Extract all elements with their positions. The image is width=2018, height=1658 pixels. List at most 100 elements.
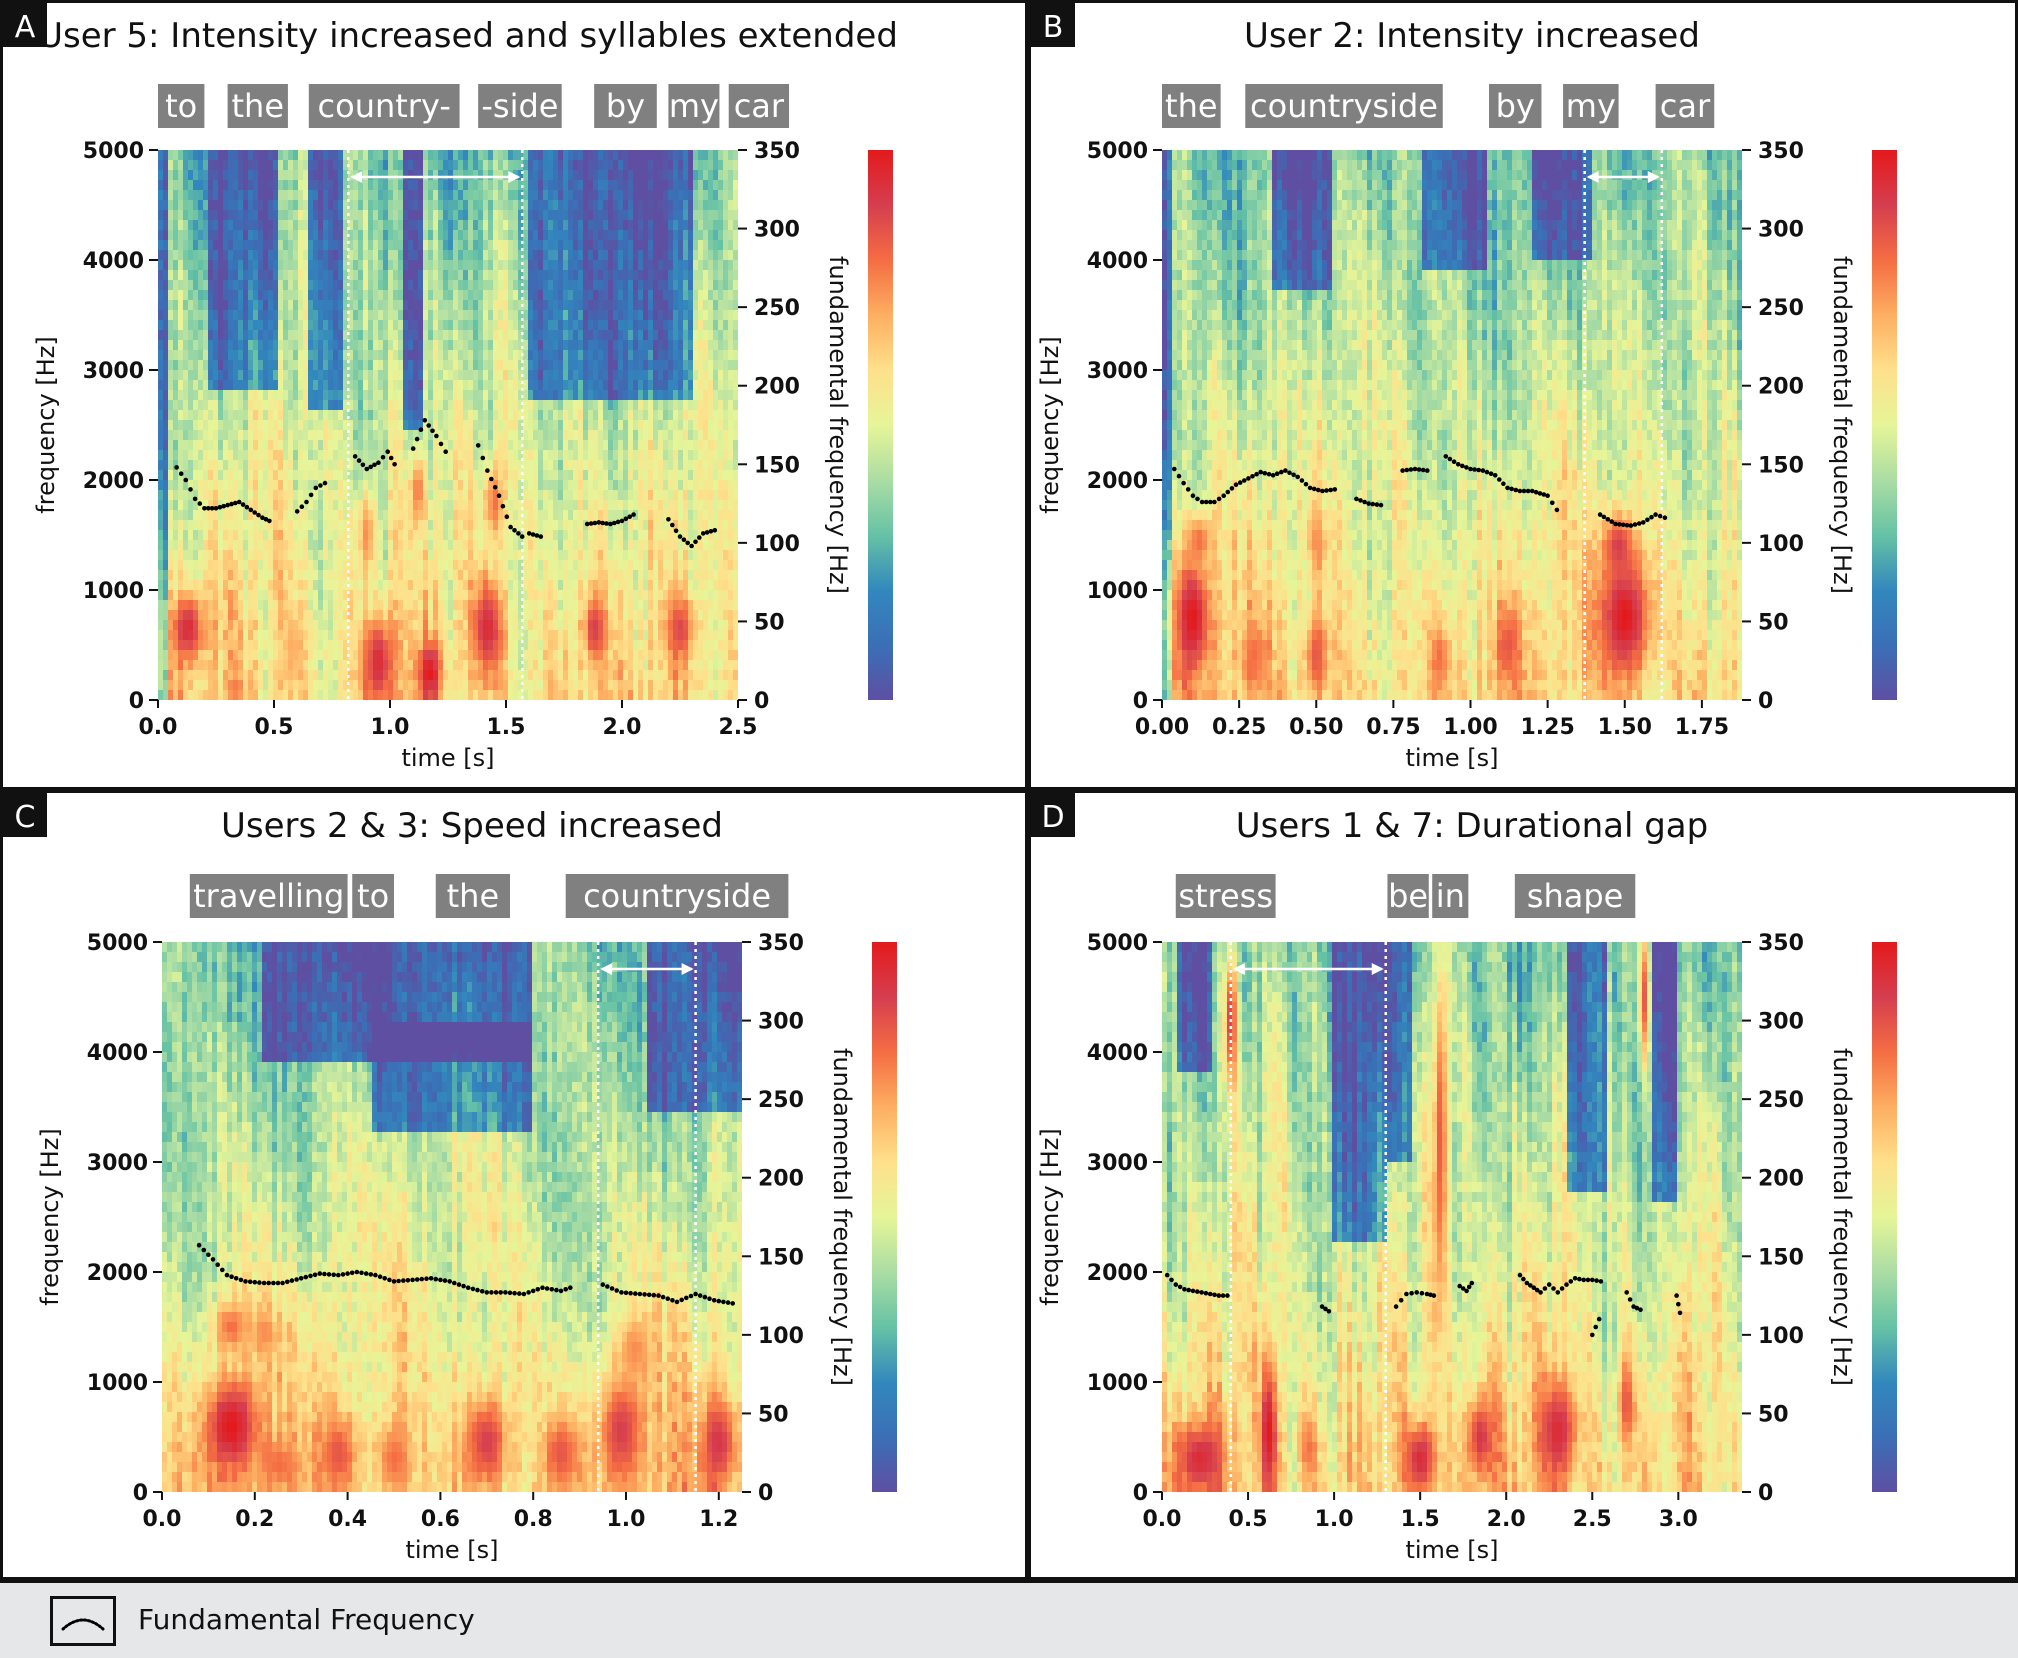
f0-point (299, 504, 305, 510)
word-label: country- (318, 87, 451, 125)
f0-point (401, 1278, 406, 1283)
panel-a: A User 5: Intensity increased and syllabl… (0, 0, 1028, 790)
word-box (728, 84, 790, 128)
word-label: to (357, 877, 389, 915)
f0-point (1638, 1307, 1643, 1312)
x-axis-label: time [s] (1405, 1536, 1498, 1564)
f0-point (1419, 1290, 1425, 1296)
f0-point (1328, 487, 1333, 493)
f0-point (1554, 507, 1560, 513)
f0-point (1676, 1301, 1681, 1307)
y2-tick-label: 100 (1758, 532, 1804, 557)
f0-point (1451, 459, 1457, 465)
f0-point (1653, 512, 1658, 517)
x-tick-label: 0.5 (255, 715, 294, 740)
f0-point (1572, 1276, 1578, 1281)
f0-point (633, 1291, 638, 1296)
y-axis-label: frequency [Hz] (36, 1128, 64, 1305)
f0-point (405, 1278, 411, 1283)
f0-point (693, 539, 698, 545)
panel-border (0, 0, 1028, 790)
f0-point (1404, 1291, 1409, 1297)
f0-point (225, 502, 230, 508)
word-label: in (1436, 877, 1465, 915)
f0-point (349, 1270, 355, 1276)
y2-tick-label: 200 (758, 1167, 804, 1192)
y2-tick-label: 200 (1758, 1167, 1804, 1192)
f0-point (693, 1291, 698, 1297)
word-box (1563, 84, 1619, 128)
f0-point (447, 1279, 453, 1284)
x-tick-label: 0.5 (1229, 1507, 1268, 1532)
f0-point (1229, 486, 1235, 491)
f0-point (1414, 1290, 1419, 1295)
f0-point (220, 1267, 225, 1273)
f0-point (1593, 1324, 1598, 1330)
f0-point (496, 493, 502, 499)
word-box (158, 84, 205, 128)
word-label: by (1496, 87, 1535, 125)
y2-tick-label: 100 (1758, 1324, 1804, 1349)
f0-point (1509, 486, 1514, 492)
f0-point (1246, 476, 1251, 481)
f0-point (368, 1272, 374, 1277)
f0-point (615, 519, 621, 525)
y2-axis-label: fundamental frequency [Hz] (1828, 1048, 1856, 1386)
highlight-interval (346, 150, 524, 700)
f0-point (1634, 1305, 1640, 1311)
f0-point (373, 1272, 378, 1278)
f0-point (331, 1272, 337, 1278)
f0-point (1169, 1277, 1174, 1283)
y-tick-label: 0 (133, 1481, 148, 1506)
f0-point (712, 528, 718, 533)
f0-point (708, 529, 714, 534)
f0-point (1528, 1283, 1533, 1288)
f0-point (275, 1280, 281, 1286)
x-tick-label: 1.50 (1598, 715, 1652, 740)
word-box (1162, 84, 1221, 128)
word-label: countryside (583, 877, 771, 915)
f0-point (1208, 499, 1213, 505)
f0-point (1190, 1288, 1196, 1294)
y2-axis-label: fundamental frequency [Hz] (824, 256, 852, 594)
f0-point (196, 1243, 202, 1248)
f0-point (1617, 522, 1622, 527)
y2-tick-label: 250 (1758, 296, 1804, 321)
f0-point (1274, 471, 1280, 477)
f0-point (1237, 480, 1243, 485)
f0-point (637, 1291, 643, 1297)
f0-point (623, 1290, 629, 1296)
f0-point (1550, 500, 1555, 506)
f0-point (1177, 1284, 1183, 1290)
word-box (435, 874, 510, 918)
f0-point (385, 449, 391, 455)
spectrogram (162, 942, 742, 1492)
panel-d: D Users 1 & 7: Durational gap stress be in sh… (1028, 790, 2018, 1580)
spectrogram (1162, 150, 1742, 700)
y-tick-label: 4000 (87, 1041, 148, 1066)
word-label: travelling (193, 877, 344, 915)
f0-point (1505, 485, 1510, 491)
f0-point (1303, 481, 1309, 487)
legend-swatch (50, 1596, 116, 1646)
f0-point (418, 427, 424, 433)
f0-point (376, 460, 381, 466)
f0-point (360, 462, 366, 468)
f0-point (356, 458, 362, 463)
y-tick-label: 2000 (1087, 1261, 1148, 1286)
f0-point (1480, 468, 1486, 473)
f0-point (619, 1290, 624, 1295)
arrow-head (1586, 171, 1599, 183)
y2-tick-label: 200 (754, 375, 800, 400)
x-tick-label: 0.6 (421, 1507, 460, 1532)
f0-point (623, 516, 629, 522)
f0-point (1283, 468, 1288, 473)
f0-point (1457, 1283, 1462, 1289)
y2-tick-label: 100 (754, 532, 800, 557)
panel-letter-box (3, 793, 47, 837)
f0-point (1225, 489, 1231, 495)
f0-point (1233, 482, 1239, 488)
f0-point (260, 515, 265, 520)
f0-point (1597, 512, 1603, 517)
panel-title: User 5: Intensity increased and syllable… (38, 16, 898, 56)
